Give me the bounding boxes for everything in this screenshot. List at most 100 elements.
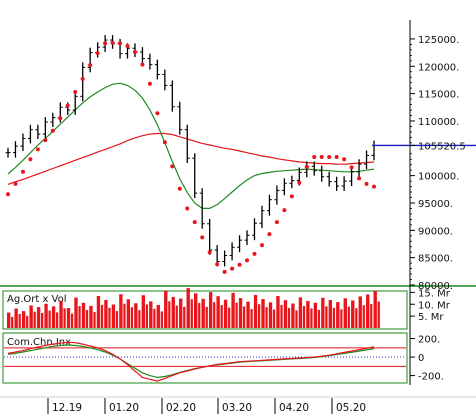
volume-bar: [41, 312, 44, 328]
volume-bar: [11, 316, 14, 328]
volume-bar: [48, 310, 51, 328]
price-bar: [364, 150, 370, 170]
volume-bar: [302, 305, 306, 328]
volume-bar: [100, 304, 104, 328]
price-panel: [5, 35, 476, 274]
price-bar: [207, 218, 213, 255]
volume-bar: [168, 301, 171, 328]
price-bar: [274, 185, 280, 205]
sar-dot: [327, 155, 332, 160]
sar-dot: [342, 157, 347, 162]
price-tick-label: 80000.: [418, 281, 453, 292]
price-tick-label: 120000.: [418, 62, 459, 73]
sar-dot: [372, 184, 376, 189]
price-bar: [35, 124, 41, 140]
volume-bar: [228, 307, 231, 328]
sar-dot: [304, 164, 309, 169]
volume-bar: [18, 313, 21, 328]
volume-bar: [265, 307, 268, 328]
volume-bar: [231, 292, 235, 328]
volume-bar: [332, 307, 335, 328]
volume-bar: [78, 306, 81, 328]
volume-bar: [205, 306, 208, 328]
volume-bar: [130, 307, 134, 328]
price-bar: [42, 117, 48, 140]
volume-bar: [85, 309, 89, 328]
date-x-axis: 12.19 01.20 02.20 03.20 04.20 05.20: [47, 398, 366, 414]
sar-dot: [80, 76, 85, 81]
price-bar: [169, 80, 175, 112]
price-tick-label: 125000.: [418, 35, 459, 46]
volume-bar: [108, 307, 111, 328]
volume-bar: [373, 291, 377, 328]
sar-dot: [95, 51, 100, 56]
sar-dot: [6, 192, 10, 197]
price-bar: [222, 250, 228, 267]
sar-dot: [259, 243, 264, 248]
sar-dot: [73, 89, 78, 94]
volume-bar: [171, 296, 175, 328]
volume-bar: [242, 306, 246, 328]
volume-bar: [246, 301, 250, 328]
price-bar: [237, 235, 243, 253]
volume-bar: [213, 302, 216, 328]
volume-bar: [370, 303, 373, 328]
sar-dot: [110, 40, 115, 45]
volume-bar: [351, 300, 355, 328]
volume-bar: [119, 294, 123, 328]
volume-bar: [44, 303, 48, 328]
date-tick-label: 03.20: [222, 402, 252, 414]
volume-bar: [160, 311, 163, 328]
sar-dot: [267, 232, 272, 237]
volume-bar: [377, 301, 380, 328]
sar-dot: [274, 220, 279, 225]
price-bar: [139, 47, 145, 64]
volume-bar: [164, 290, 168, 328]
sar-dot: [125, 44, 130, 49]
price-bar: [27, 124, 33, 144]
price-bar: [154, 59, 160, 80]
volume-bar: [328, 299, 333, 328]
price-bar: [251, 218, 257, 241]
date-tick-label: 05.20: [336, 402, 366, 414]
price-tick-label: 95000.: [418, 199, 453, 210]
volume-bar: [134, 303, 138, 328]
volume-bar: [291, 303, 295, 328]
volume-bar: [253, 294, 258, 328]
volume-bar: [183, 306, 186, 328]
date-tick-label: 02.20: [166, 402, 196, 414]
volume-bar: [321, 297, 325, 328]
volume-bar: [355, 308, 358, 328]
date-tick-label: 01.20: [109, 402, 139, 414]
sar-dot: [103, 41, 108, 46]
sar-dot: [65, 103, 70, 108]
price-bar: [266, 194, 272, 216]
oscillator-tick-label: 200.: [418, 335, 440, 346]
sar-dot: [192, 220, 197, 225]
volume-bar: [51, 306, 56, 328]
price-bar: [12, 141, 18, 158]
volume-bar: [276, 295, 280, 328]
sar-dot: [230, 266, 235, 271]
price-bar: [177, 101, 183, 135]
volume-bar: [126, 299, 131, 328]
volume-bar: [336, 302, 340, 328]
price-tick-label: 110000.: [418, 117, 459, 128]
volume-bar: [115, 311, 119, 328]
price-bar: [334, 176, 340, 191]
volume-bar: [257, 304, 261, 328]
price-bar: [289, 175, 295, 189]
sar-dot: [147, 81, 152, 86]
price-bar: [356, 159, 362, 177]
sar-dot: [312, 155, 317, 160]
sar-dot: [177, 186, 182, 191]
sar-dot: [222, 269, 227, 274]
volume-bar: [66, 308, 71, 328]
volume-bar: [175, 305, 178, 328]
price-y-axis: 125000. 120000. 115000. 110000. 105520.5 1000…: [410, 35, 466, 292]
volume-bar: [153, 308, 156, 328]
price-bar: [192, 153, 198, 199]
price-bar: [349, 166, 355, 187]
volume-bar: [358, 296, 362, 328]
